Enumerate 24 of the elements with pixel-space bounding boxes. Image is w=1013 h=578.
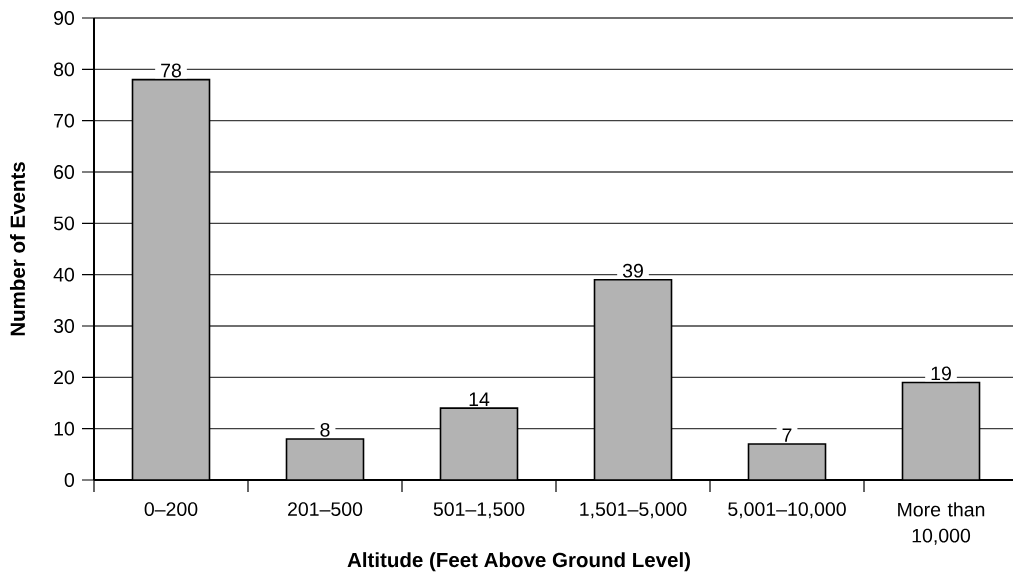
data-label: 8 [320,422,330,437]
data-label: 7 [782,428,792,442]
y-tick-label: 50 [53,216,75,231]
data-label: 14 [469,392,490,406]
x-tick-label: More than 10,000 [898,502,985,545]
data-label: 78 [161,63,181,78]
y-tick-label: 80 [53,62,75,77]
y-tick-label: 20 [54,370,75,385]
y-axis-title: Number of Events [9,162,26,336]
x-axis-title: Altitude (Feet Above Ground Level) [347,552,690,572]
x-tick-label: 1,501–5,000 [580,502,687,519]
y-tick-label: 70 [54,113,75,128]
y-tick-label: 10 [54,421,75,436]
x-tick-label: 0–200 [144,502,198,517]
x-tick-label: 5,001–10,000 [728,502,846,519]
data-label: 19 [931,366,951,381]
x-tick-label: 501–1,500 [433,502,525,519]
data-label: 39 [622,263,643,278]
y-tick-label: 30 [53,319,75,333]
y-tick-label: 0 [64,473,75,487]
y-tick-label: 40 [53,267,75,282]
x-tick-label: 201–500 [288,502,363,517]
y-tick-label: 60 [54,165,75,179]
y-tick-label: 90 [54,11,75,25]
